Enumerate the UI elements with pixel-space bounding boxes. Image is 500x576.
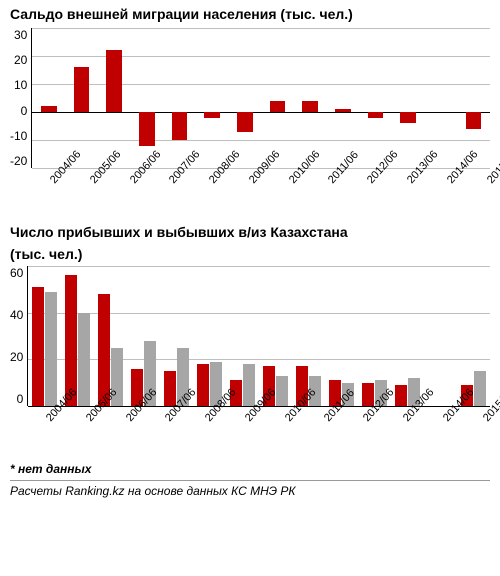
chart1-title: Сальдо внешней миграции населения (тыс. … [10, 6, 490, 22]
migration-balance-chart: Сальдо внешней миграции населения (тыс. … [10, 6, 490, 212]
bar [237, 112, 253, 132]
y-tick-label: 60 [10, 266, 23, 280]
y-tick-label: -20 [10, 154, 27, 168]
bar [466, 112, 482, 129]
y-tick-label: 20 [10, 350, 23, 364]
source: Расчеты Ranking.kz на основе данных КС М… [10, 480, 490, 498]
chart2-title-line1: Число прибывших и выбывших в/из Казахста… [10, 224, 490, 240]
bar-group [229, 266, 255, 406]
bar-group [427, 266, 453, 406]
bar [400, 112, 416, 123]
chart2-y-axis: 60 40 20 0 [10, 266, 27, 406]
bar [204, 112, 220, 118]
chart1-y-axis: 30 20 10 0 -10 -20 [10, 28, 31, 168]
y-tick-label: -10 [10, 129, 27, 143]
y-tick-label: 40 [10, 308, 23, 322]
bar [335, 109, 351, 112]
bar [74, 67, 90, 112]
chart2-x-axis: 2004/062005/062006/062007/062008/062009/… [35, 408, 490, 450]
y-tick-label: 0 [21, 104, 28, 118]
arrivals-departures-chart: Число прибывших и выбывших в/из Казахста… [10, 224, 490, 450]
y-tick-label: 0 [17, 392, 24, 406]
bar [32, 287, 44, 406]
bar [302, 101, 318, 112]
y-tick-label: 30 [14, 28, 27, 42]
bar [368, 112, 384, 118]
chart1-x-axis: 2004/062005/062006/062007/062008/062009/… [39, 170, 490, 212]
bar [106, 50, 122, 112]
y-tick-label: 10 [14, 78, 27, 92]
bar [41, 106, 57, 112]
bar-slot [228, 28, 261, 168]
chart2-title-line2: (тыс. чел.) [10, 246, 490, 262]
bar [270, 101, 286, 112]
bar [172, 112, 188, 140]
y-tick-label: 20 [14, 53, 27, 67]
footnote: * нет данных [10, 462, 490, 476]
